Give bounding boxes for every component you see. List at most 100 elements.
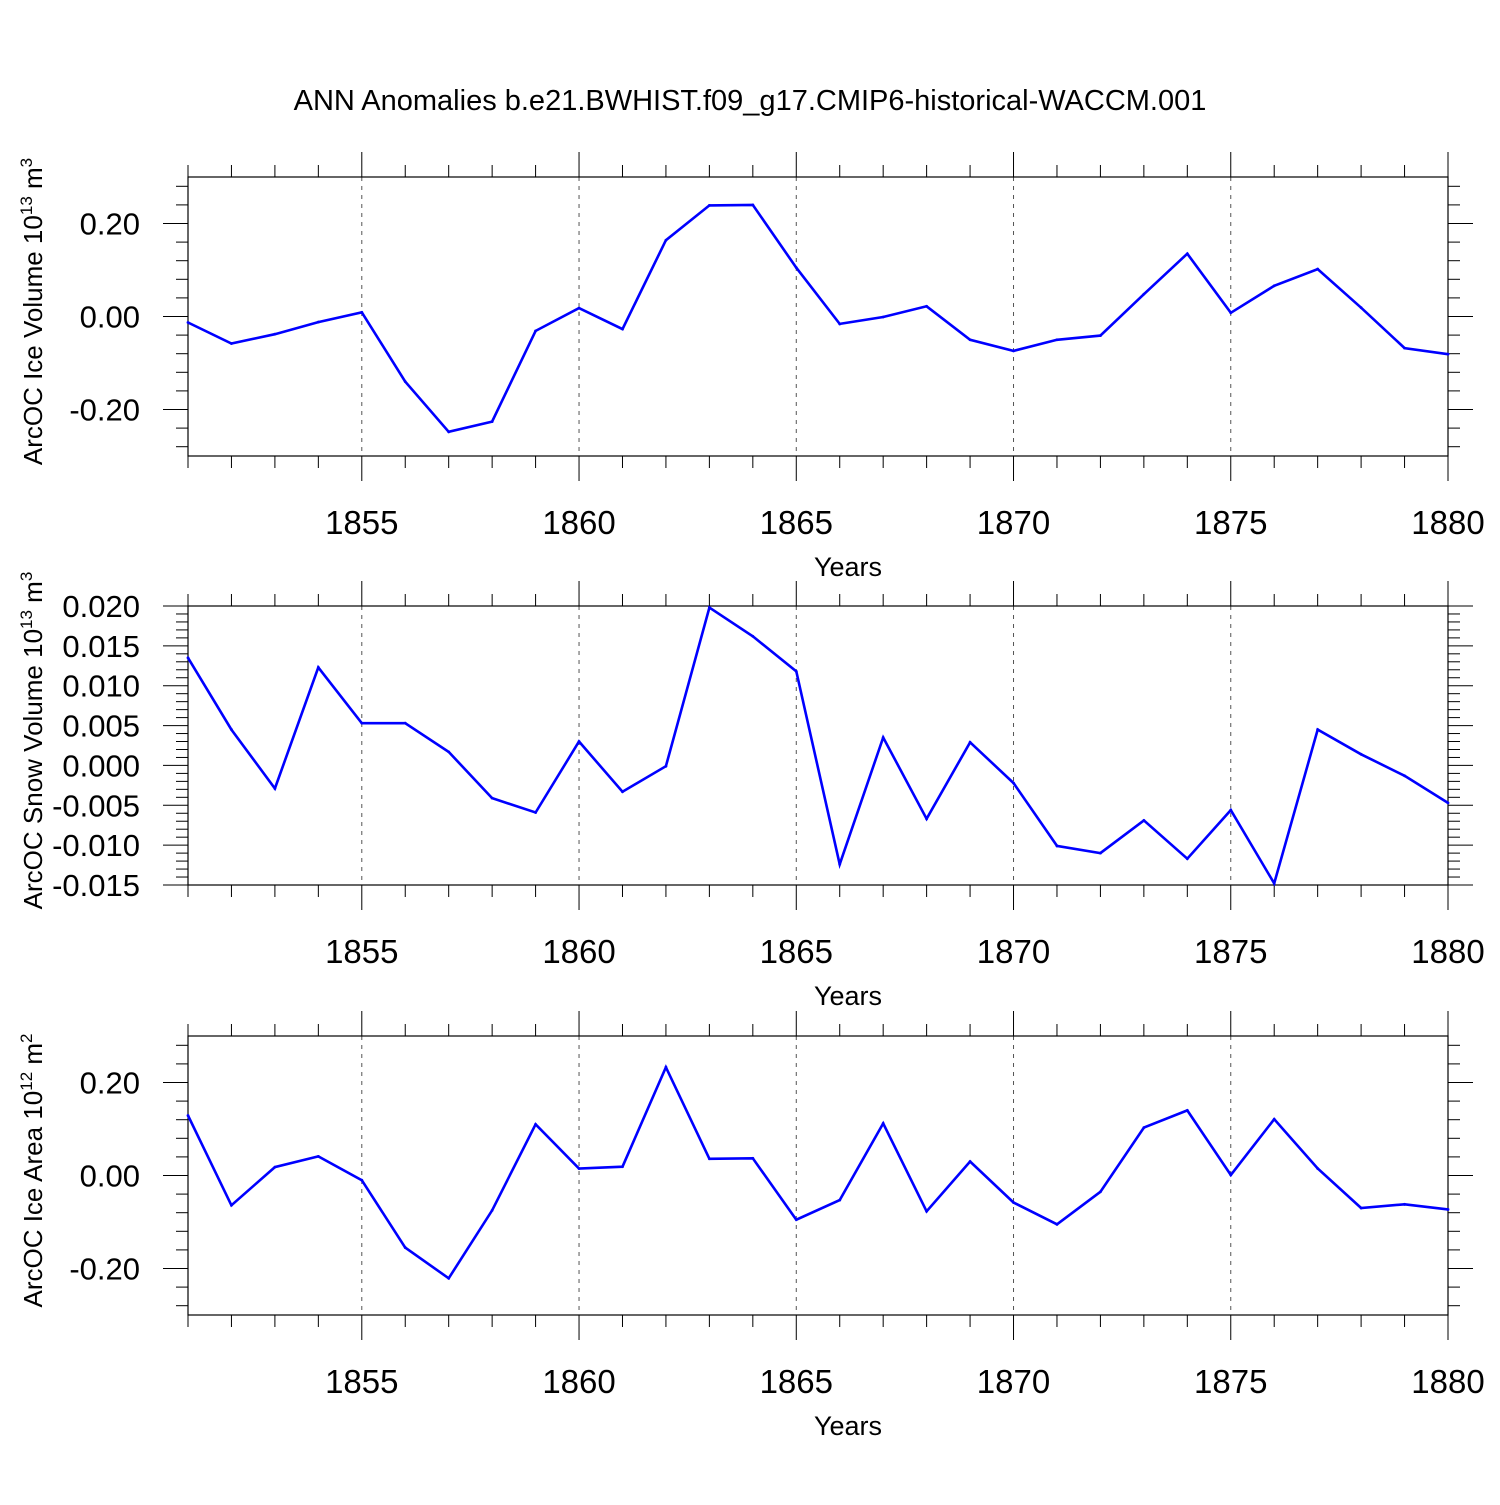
x-tick-label: 1880 (1411, 1363, 1484, 1400)
data-point (1446, 352, 1450, 356)
y-tick-label: -0.015 (52, 868, 140, 903)
data-point (447, 430, 451, 434)
x-tick-label: 1875 (1194, 1363, 1267, 1400)
data-point (534, 329, 537, 333)
data-point (1403, 774, 1406, 778)
data-point (1142, 292, 1146, 296)
y-tick-label: 0.20 (80, 1066, 140, 1101)
data-point (707, 203, 711, 207)
data-point (490, 420, 494, 423)
data-point (1272, 882, 1276, 885)
data-point (186, 656, 190, 660)
data-point (1012, 1201, 1015, 1204)
data-point (577, 740, 581, 743)
data-point (1142, 1126, 1146, 1130)
data-point (1359, 1206, 1363, 1210)
data-point (316, 1155, 320, 1158)
y-tick-label: -0.20 (69, 1252, 140, 1287)
data-point (1403, 1202, 1406, 1206)
x-axis-title: Years (814, 981, 882, 1011)
data-point (1185, 857, 1189, 861)
data-point (1099, 1190, 1102, 1194)
data-point (273, 1165, 277, 1169)
chart-title: ANN Anomalies b.e21.BWHIST.f09_g17.CMIP6… (294, 85, 1207, 117)
data-point (838, 862, 842, 866)
data-point (186, 321, 190, 324)
data-point (230, 728, 233, 731)
data-point (1229, 311, 1233, 315)
x-axis-title: Years (814, 1411, 882, 1441)
y-axis-title-unit: m (18, 1043, 48, 1072)
y-axis-title-exponent: 13 (17, 196, 36, 215)
data-point (1272, 1117, 1276, 1121)
x-tick-label: 1870 (977, 1363, 1050, 1400)
x-tick-label: 1865 (760, 1363, 833, 1400)
panel-3: -0.20 0.00 0.20 1855 1860 1865 1870 1875 1880 Yea… (17, 1011, 1485, 1441)
data-point (1446, 801, 1450, 805)
data-point (1012, 349, 1015, 353)
data-point (925, 304, 929, 308)
y-axis-title-unit-exponent: 2 (17, 1033, 36, 1042)
y-tick-label: 0.020 (62, 589, 140, 624)
y-axis-title: ArcOC Snow Volume 1013 m3 (17, 572, 48, 910)
x-tick-label: 1855 (325, 1363, 398, 1400)
data-point (534, 1122, 537, 1126)
series-line (186, 1064, 1449, 1281)
panel-1: -0.20 0.00 0.20 1855 1860 1865 1870 1875 1880 Yea… (17, 152, 1485, 582)
data-point (1316, 728, 1320, 731)
data-point (360, 1178, 364, 1182)
y-axis-title-exponent: 13 (17, 610, 36, 629)
series-line (187, 203, 1449, 434)
data-point (1316, 267, 1320, 271)
y-tick-label: 0.20 (80, 207, 140, 242)
data-point (273, 787, 277, 790)
data-point (534, 811, 537, 814)
data-point (925, 817, 929, 821)
data-point (664, 238, 668, 242)
data-point (577, 1167, 581, 1170)
data-point (360, 721, 364, 725)
x-axis-title: Years (814, 552, 882, 582)
plot-frame (187, 176, 1449, 457)
data-point (881, 736, 885, 739)
x-tick-label: 1855 (325, 933, 398, 970)
x-tick-label: 1875 (1194, 933, 1267, 970)
data-point (751, 1156, 755, 1160)
data-point (968, 338, 972, 342)
data-point (751, 634, 755, 638)
data-point (1359, 306, 1363, 310)
data-point (230, 342, 233, 345)
y-axis-title-text: ArcOC Ice Area 10 (18, 1091, 48, 1308)
x-tick-label: 1870 (977, 933, 1050, 970)
data-point (1359, 752, 1363, 756)
x-tick-label: 1860 (542, 933, 615, 970)
y-tick-label: 0.005 (62, 709, 140, 744)
data-point (968, 1160, 972, 1163)
data-point (707, 606, 711, 609)
data-point (838, 1198, 842, 1202)
data-point (1142, 819, 1146, 822)
data-point (273, 332, 277, 336)
data-point (490, 1208, 494, 1212)
data-point (925, 1209, 929, 1213)
data-point (1229, 808, 1233, 812)
data-point (360, 310, 364, 314)
data-point (1229, 1173, 1233, 1177)
data-point (1272, 284, 1276, 288)
y-axis-title: ArcOC Ice Area 1012 m2 (17, 1033, 48, 1307)
x-tick-label: 1860 (542, 1363, 615, 1400)
data-point (230, 1203, 233, 1207)
data-point (403, 1246, 407, 1249)
y-axis-title-unit: m (18, 581, 48, 610)
data-point (447, 750, 451, 754)
y-axis-title-exponent: 12 (17, 1072, 36, 1091)
y-tick-label: 0.015 (62, 629, 140, 664)
y-tick-label: 0.010 (62, 669, 140, 704)
plot-frame (187, 605, 1449, 886)
x-tick-label: 1870 (977, 504, 1050, 541)
x-tick-label: 1880 (1411, 504, 1484, 541)
data-point (1446, 1208, 1450, 1211)
y-axis-title-text: ArcOC Snow Volume 10 (18, 629, 48, 909)
y-axis-title-unit: m (18, 167, 48, 196)
